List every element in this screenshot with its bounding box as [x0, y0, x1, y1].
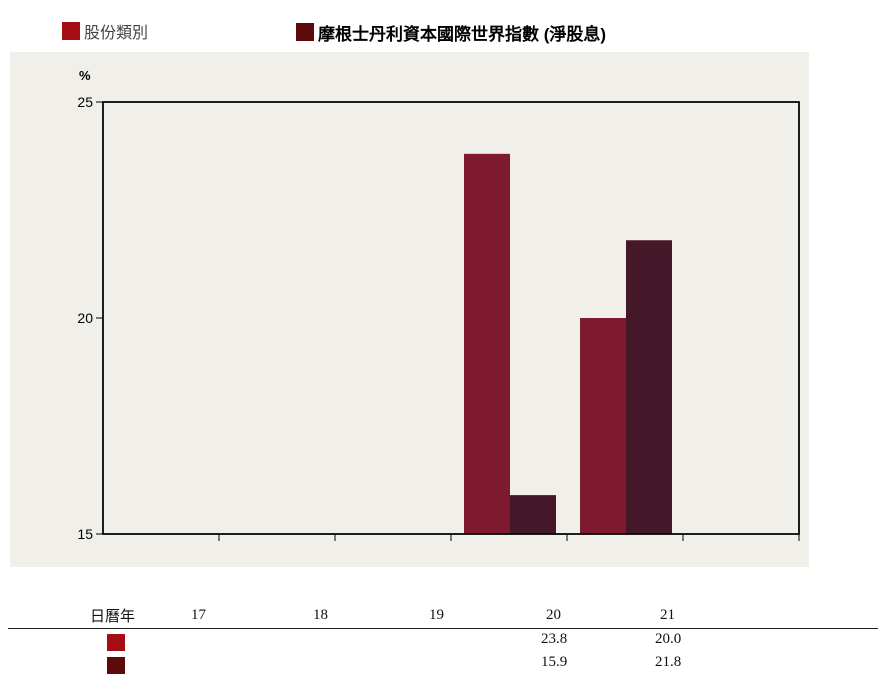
bar-msci-index-21: [626, 240, 672, 535]
table-year-20: 20: [546, 607, 561, 623]
legend-label-msci-index: 摩根士丹利資本國際世界指數 (淨股息): [318, 24, 607, 44]
table-year-21: 21: [660, 607, 675, 623]
y-tick-label-15: 15: [77, 526, 93, 542]
table-row-swatch-share-class: [107, 634, 125, 651]
table-cell-msci-index-20: 15.9: [541, 654, 568, 670]
y-tick-label-25: 25: [77, 94, 93, 110]
table-year-18: 18: [313, 607, 328, 623]
legend-swatch-msci-index: [296, 23, 314, 41]
legend-item-msci-index: 摩根士丹利資本國際世界指數 (淨股息): [296, 21, 607, 44]
bar-share-class-20: [464, 153, 510, 534]
legend-label-share-class: 股份類別: [84, 25, 149, 42]
table-year-17: 17: [191, 607, 206, 623]
table-year-19: 19: [429, 607, 444, 623]
table-cell-share-class-20: 23.8: [541, 631, 568, 647]
plot-area: [102, 101, 800, 535]
y-tick-label-20: 20: [77, 310, 93, 326]
table-divider: [8, 628, 878, 629]
chart-panel: 15 20 25%: [10, 52, 809, 567]
bar-share-class-21: [580, 318, 626, 534]
y-axis-label: %: [79, 68, 91, 83]
table-cell-share-class-21: 20.0: [655, 631, 682, 647]
table-row-swatch-msci-index: [107, 657, 125, 674]
bar-msci-index-20: [510, 495, 556, 534]
bar-chart: 15 20 25%: [77, 68, 800, 542]
table-header-label: 日曆年: [90, 609, 136, 625]
legend-item-share-class: 股份類別: [62, 20, 148, 42]
legend-swatch-share-class: [62, 22, 80, 40]
table-cell-msci-index-21: 21.8: [655, 654, 682, 670]
